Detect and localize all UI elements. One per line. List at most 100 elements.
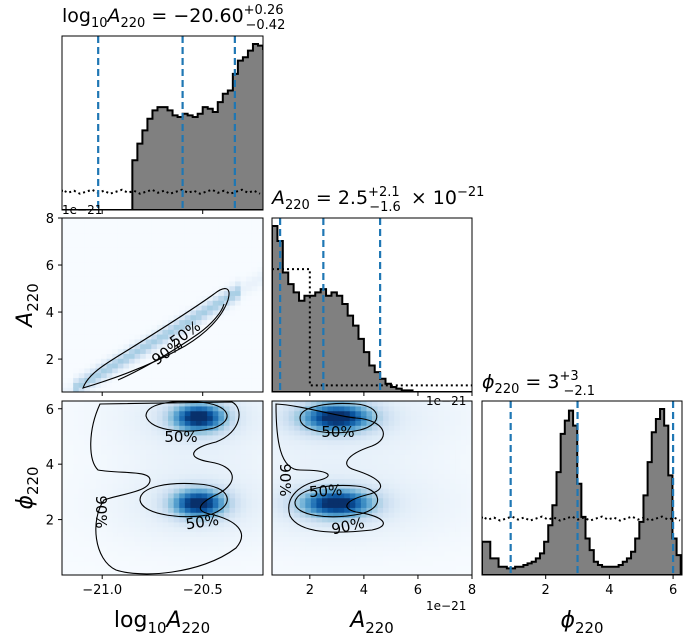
density-cell bbox=[62, 430, 69, 436]
density-cell bbox=[438, 459, 445, 465]
density-cell bbox=[156, 517, 164, 523]
density-cell bbox=[257, 517, 263, 523]
density-cell bbox=[129, 492, 136, 499]
density-cell bbox=[218, 430, 225, 436]
density-cell bbox=[67, 444, 74, 450]
density-cell bbox=[310, 439, 318, 446]
density-cell bbox=[162, 434, 169, 441]
density-cell bbox=[310, 502, 318, 508]
density-cell bbox=[229, 348, 236, 354]
density-cell bbox=[151, 218, 158, 224]
density-cell bbox=[366, 502, 373, 508]
density-cell bbox=[106, 232, 113, 238]
density-cell bbox=[196, 415, 203, 421]
density-cell bbox=[310, 463, 318, 470]
density-cell bbox=[117, 521, 125, 528]
density-cell bbox=[283, 550, 290, 557]
density-cell bbox=[212, 463, 219, 470]
density-cell bbox=[117, 463, 125, 470]
density-cell bbox=[257, 521, 263, 528]
title-sym-sub: 220 bbox=[285, 198, 310, 213]
density-cell bbox=[433, 405, 440, 412]
density-cell bbox=[366, 565, 373, 571]
density-cell bbox=[360, 468, 368, 475]
density-cell bbox=[67, 478, 74, 484]
density-cell bbox=[67, 324, 74, 330]
title-err-up: +3 bbox=[559, 369, 578, 384]
density-cell bbox=[73, 247, 80, 253]
density-cell bbox=[246, 237, 253, 243]
contour-90 bbox=[90, 401, 242, 575]
density-cell bbox=[229, 232, 236, 238]
density-cell bbox=[235, 454, 242, 460]
density-cell bbox=[240, 430, 247, 436]
density-cell bbox=[438, 560, 445, 566]
density-cell bbox=[223, 434, 231, 441]
panel-title-A: A220 = 2.5+2.1 −1.6 × 10−21 bbox=[270, 185, 484, 215]
density-cell bbox=[95, 555, 102, 562]
density-cell bbox=[134, 343, 141, 350]
density-cell bbox=[405, 449, 412, 455]
density-cell bbox=[73, 266, 80, 272]
density-cell bbox=[427, 560, 434, 566]
density-cell bbox=[140, 425, 147, 431]
density-cell bbox=[333, 410, 340, 417]
density-cell bbox=[184, 401, 192, 407]
density-cell bbox=[322, 468, 329, 475]
density-cell bbox=[372, 444, 379, 450]
density-cell bbox=[173, 309, 180, 316]
density-cell bbox=[251, 256, 259, 263]
density-cell bbox=[67, 338, 74, 345]
density-cell bbox=[322, 454, 329, 460]
density-cell bbox=[455, 492, 462, 499]
density-cell bbox=[95, 305, 102, 311]
density-cell bbox=[134, 309, 141, 316]
density-cell bbox=[299, 570, 306, 575]
density-cell bbox=[223, 405, 231, 412]
density-cell bbox=[162, 531, 169, 537]
density-cell bbox=[466, 526, 472, 533]
density-cell bbox=[140, 387, 147, 392]
density-cell bbox=[112, 324, 119, 330]
density-cell bbox=[84, 444, 91, 450]
density-cell bbox=[145, 415, 152, 421]
density-cell bbox=[106, 492, 113, 499]
density-cell bbox=[316, 454, 323, 460]
density-cell bbox=[145, 439, 152, 446]
density-cell bbox=[223, 570, 231, 575]
density-cell bbox=[156, 329, 164, 335]
density-cell bbox=[449, 449, 456, 455]
density-cell bbox=[394, 430, 401, 436]
density-cell bbox=[449, 459, 456, 465]
density-cell bbox=[322, 517, 329, 523]
density-cell bbox=[190, 309, 197, 316]
density-cell bbox=[299, 488, 306, 494]
density-cell bbox=[294, 550, 301, 557]
density-cell bbox=[349, 526, 356, 533]
density-cell bbox=[89, 387, 97, 392]
density-cell bbox=[283, 405, 290, 412]
density-cell bbox=[67, 521, 74, 528]
density-cell bbox=[184, 295, 192, 301]
density-cell bbox=[145, 473, 152, 479]
density-cell bbox=[327, 439, 334, 446]
density-cell bbox=[112, 329, 119, 335]
density-cell bbox=[162, 405, 169, 412]
density-cell bbox=[405, 550, 412, 557]
density-cell bbox=[460, 570, 468, 575]
density-cell bbox=[229, 512, 236, 518]
density-cell bbox=[95, 536, 102, 542]
density-cell bbox=[95, 329, 102, 335]
density-cell bbox=[360, 454, 368, 460]
density-cell bbox=[151, 560, 158, 566]
density-cell bbox=[399, 401, 406, 407]
density-cell bbox=[78, 377, 85, 383]
density-cell bbox=[168, 324, 175, 330]
density-cell bbox=[366, 536, 373, 542]
density-cell bbox=[190, 497, 197, 504]
density-cell bbox=[67, 266, 74, 272]
density-cell bbox=[112, 536, 119, 542]
density-cell bbox=[89, 276, 97, 282]
density-cell bbox=[438, 415, 445, 421]
density-cell bbox=[151, 478, 158, 484]
